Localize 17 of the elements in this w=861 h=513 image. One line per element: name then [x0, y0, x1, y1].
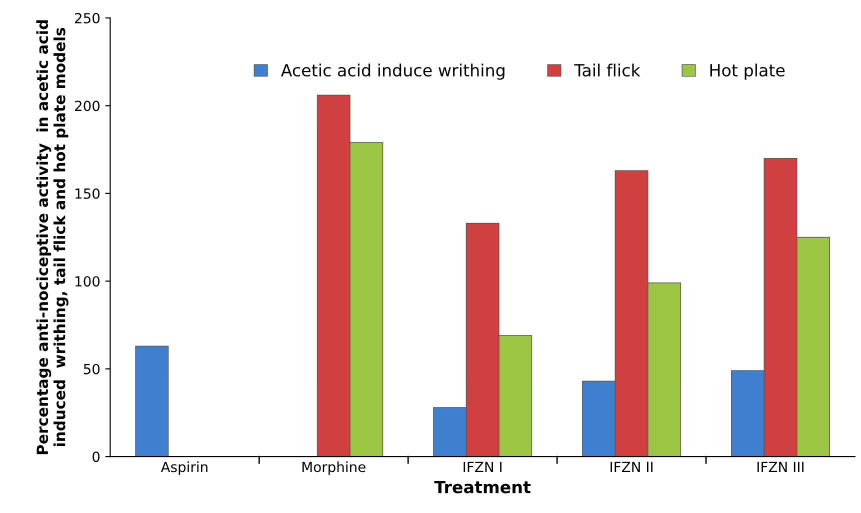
legend-label: Hot plate	[710, 64, 785, 80]
y-tick-label: 150	[76, 188, 100, 199]
y-tick-label: 200	[74, 100, 100, 112]
y-tick-label: 50	[84, 364, 100, 374]
y-tick-label: 100	[76, 276, 100, 287]
x-tick-label: Morphine	[302, 461, 366, 475]
x-tick-label: IFZN I	[464, 462, 502, 472]
x-axis-title: Treatment	[434, 480, 531, 494]
legend-label: Acetic acid induce writhing	[280, 64, 504, 80]
y-tick-label: 250	[74, 12, 100, 24]
legend-label: Tail flick	[574, 64, 640, 77]
x-tick-label: IFZN III	[758, 462, 804, 472]
x-tick-label: Aspirin	[160, 461, 208, 475]
bar	[135, 346, 169, 457]
y-axis-title: Percentage anti-nociceptive activity in acetic acid induced writhing, tail flick and hot plate models	[36, 20, 68, 454]
y-tick-label: 0	[92, 452, 100, 462]
x-tick-label: IFZN II	[610, 462, 652, 472]
